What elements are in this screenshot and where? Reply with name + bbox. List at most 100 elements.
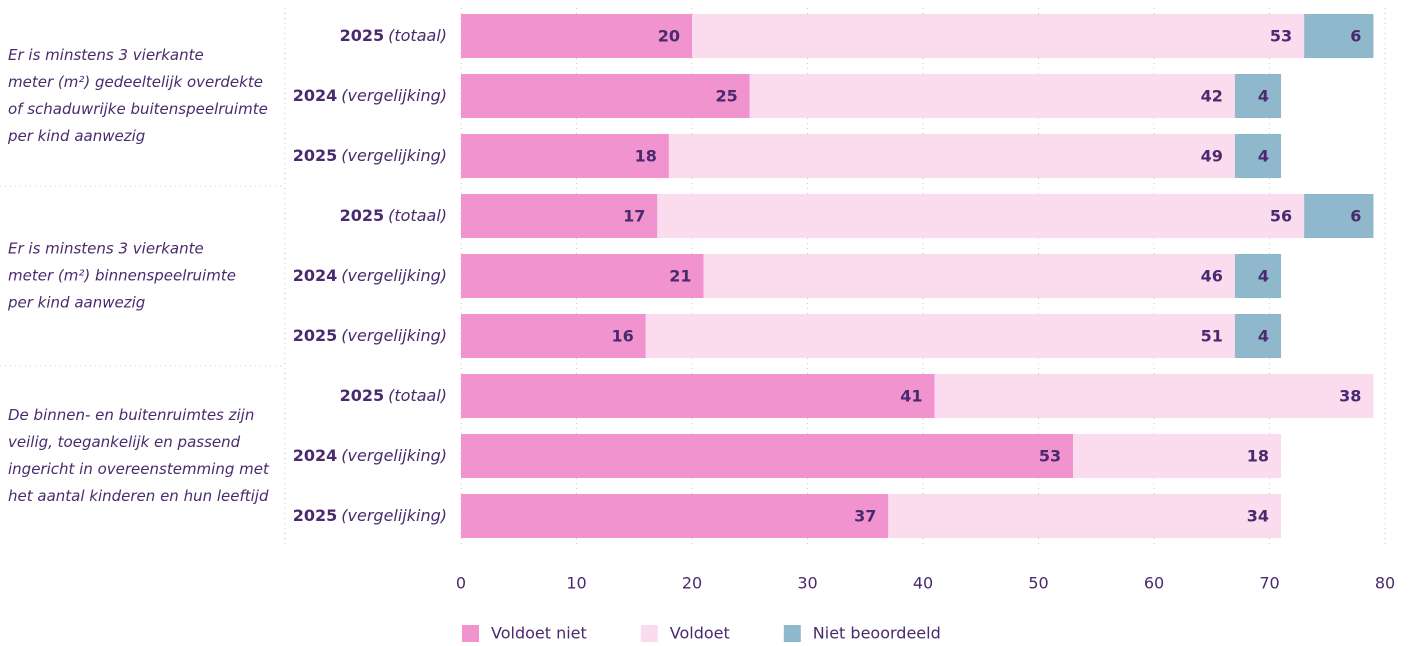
bar-segment (461, 494, 889, 538)
legend-swatch (640, 625, 658, 642)
legend-label: Niet beoordeeld (813, 624, 941, 643)
category-year: 2025 (293, 506, 338, 525)
bar-segment (888, 494, 1282, 538)
value-label: 18 (635, 147, 657, 166)
group-label: veilig, toegankelijk en passend (8, 433, 241, 451)
category-year: 2024 (293, 266, 338, 285)
group-label: ingericht in overeenstemming met (8, 460, 270, 478)
value-label: 53 (1039, 447, 1061, 466)
value-label: 46 (1201, 267, 1223, 286)
category-label: 2024 (vergelijking) (293, 446, 447, 465)
category-label: 2025 (totaal) (340, 386, 447, 405)
bar-segment (749, 74, 1235, 118)
x-tick-label: 70 (1259, 574, 1279, 593)
category-label: 2025 (totaal) (340, 26, 447, 45)
value-label: 53 (1270, 27, 1292, 46)
bar-segment (692, 14, 1305, 58)
value-label: 18 (1247, 447, 1269, 466)
group-label: of schaduwrijke buitenspeelruimte (8, 100, 268, 118)
x-tick-label: 20 (682, 574, 702, 593)
group-label: Er is minstens 3 vierkante (8, 46, 204, 64)
value-label: 4 (1258, 87, 1269, 106)
x-tick-label: 60 (1144, 574, 1164, 593)
category-year: 2025 (293, 326, 338, 345)
bar-segment (703, 254, 1235, 298)
group-label: meter (m²) binnenspeelruimte (8, 267, 236, 285)
legend-label: Voldoet niet (491, 624, 587, 643)
bar-segment (1234, 254, 1282, 298)
legend-swatch (462, 625, 479, 642)
value-label: 37 (854, 507, 876, 526)
value-label: 4 (1258, 147, 1269, 166)
value-label: 51 (1201, 327, 1223, 346)
category-year: 2025 (340, 206, 385, 225)
bar-segment (1073, 434, 1282, 478)
x-tick-label: 50 (1028, 574, 1048, 593)
value-label: 25 (715, 87, 737, 106)
category-label: 2025 (vergelijking) (293, 326, 447, 345)
value-label: 21 (669, 267, 691, 286)
bar-segment (645, 314, 1235, 358)
value-label: 34 (1247, 507, 1269, 526)
value-label: 41 (900, 387, 922, 406)
x-tick-label: 80 (1375, 574, 1395, 593)
bar-segment (461, 74, 750, 118)
bar-segment (461, 314, 646, 358)
bar-segment (657, 194, 1305, 238)
bar-segment (1234, 314, 1282, 358)
category-year: 2024 (293, 446, 338, 465)
value-label: 20 (658, 27, 680, 46)
group-label: Er is minstens 3 vierkante (8, 240, 204, 258)
bar-segment (1234, 74, 1282, 118)
category-note: (vergelijking) (341, 146, 447, 165)
bar-segment (1304, 14, 1374, 58)
group-label: De binnen- en buitenruimtes zijn (8, 406, 254, 424)
value-label: 56 (1270, 207, 1292, 226)
category-note: (vergelijking) (341, 506, 447, 525)
bar-segment (461, 14, 692, 58)
bar-segment (461, 134, 669, 178)
category-note: (totaal) (388, 206, 447, 225)
category-year: 2025 (340, 386, 385, 405)
category-year: 2025 (340, 26, 385, 45)
category-label: 2024 (vergelijking) (293, 266, 447, 285)
value-label: 16 (612, 327, 634, 346)
bar-segment (1304, 194, 1374, 238)
category-label: 2025 (totaal) (340, 206, 447, 225)
value-label: 38 (1339, 387, 1361, 406)
category-label: 2025 (vergelijking) (293, 506, 447, 525)
value-label: 6 (1350, 207, 1361, 226)
category-note: (vergelijking) (341, 446, 447, 465)
value-label: 49 (1201, 147, 1223, 166)
category-year: 2025 (293, 146, 338, 165)
bar-segment (461, 374, 935, 418)
category-label: 2025 (vergelijking) (293, 146, 447, 165)
group-label: per kind aanwezig (7, 127, 145, 145)
category-note: (totaal) (388, 386, 447, 405)
value-label: 4 (1258, 327, 1269, 346)
category-note: (vergelijking) (341, 266, 447, 285)
value-label: 17 (623, 207, 645, 226)
category-year: 2024 (293, 86, 338, 105)
category-note: (vergelijking) (341, 86, 447, 105)
group-label: meter (m²) gedeeltelijk overdekte (8, 73, 263, 91)
value-label: 4 (1258, 267, 1269, 286)
bar-segment (1234, 134, 1282, 178)
x-tick-label: 30 (797, 574, 817, 593)
legend-swatch (783, 625, 801, 642)
bar-segment (934, 374, 1374, 418)
bar-segment (461, 194, 658, 238)
bar-segment (461, 434, 1074, 478)
x-tick-label: 10 (566, 574, 586, 593)
bar-segment (461, 254, 704, 298)
group-label: per kind aanwezig (7, 294, 145, 312)
x-tick-label: 0 (456, 574, 466, 593)
value-label: 42 (1201, 87, 1223, 106)
x-tick-label: 40 (913, 574, 933, 593)
bar-segment (668, 134, 1235, 178)
legend-label: Voldoet (670, 624, 730, 643)
value-label: 6 (1350, 27, 1361, 46)
category-label: 2024 (vergelijking) (293, 86, 447, 105)
category-note: (totaal) (388, 26, 447, 45)
